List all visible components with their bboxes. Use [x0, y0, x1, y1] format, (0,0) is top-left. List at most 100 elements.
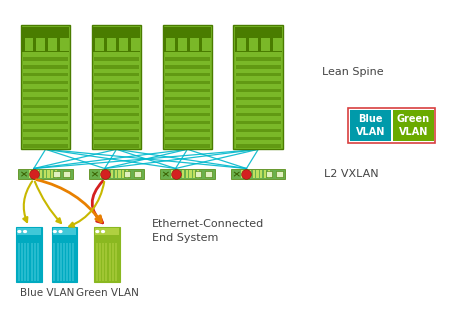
Bar [22, 27, 69, 52]
Bar [24, 243, 26, 281]
Bar [131, 39, 140, 51]
Text: Green
VLAN: Green VLAN [397, 114, 430, 137]
Bar [112, 243, 114, 281]
Circle shape [54, 231, 56, 232]
Bar [348, 108, 436, 143]
Bar [126, 170, 128, 178]
Bar [164, 27, 211, 52]
Bar [109, 243, 110, 281]
Text: Ethernet-Connected
End System: Ethernet-Connected End System [152, 219, 264, 243]
Bar [236, 144, 281, 148]
Bar [31, 243, 33, 281]
Bar [264, 170, 266, 178]
Bar [253, 170, 255, 178]
Bar [119, 39, 128, 51]
Bar [193, 170, 195, 178]
Bar [236, 121, 281, 124]
Bar [195, 171, 201, 177]
Bar [23, 89, 68, 92]
Bar [165, 129, 210, 132]
Bar [165, 121, 210, 124]
Bar [73, 243, 74, 281]
Bar [66, 243, 68, 281]
Bar [27, 243, 29, 281]
Bar [96, 243, 98, 281]
Bar [95, 39, 104, 51]
Text: Blue
VLAN: Blue VLAN [356, 114, 385, 137]
Bar [99, 243, 101, 281]
Bar [205, 171, 212, 177]
Bar [103, 170, 106, 178]
Bar [249, 39, 258, 51]
Bar [94, 144, 139, 148]
Bar [34, 243, 36, 281]
Bar [236, 137, 281, 140]
Bar [94, 137, 139, 140]
Bar [23, 121, 68, 124]
Bar [94, 105, 139, 108]
Bar [160, 169, 215, 179]
Bar [53, 228, 76, 235]
Bar [165, 65, 210, 68]
Bar [171, 170, 173, 178]
Bar [94, 81, 139, 84]
Bar [36, 39, 46, 51]
Bar [60, 243, 62, 281]
Bar [124, 171, 130, 177]
Bar [245, 170, 247, 178]
Bar [47, 170, 50, 178]
Bar [236, 65, 281, 68]
Bar [23, 57, 68, 61]
Bar [107, 170, 109, 178]
Bar [63, 243, 65, 281]
Bar [134, 171, 141, 177]
Bar [165, 57, 210, 61]
Bar [23, 65, 68, 68]
Bar [94, 73, 139, 77]
Bar [18, 243, 20, 281]
Bar [23, 144, 68, 148]
Bar [165, 89, 210, 92]
Bar [234, 26, 283, 149]
Bar [91, 26, 141, 149]
Bar [37, 243, 39, 281]
Bar [16, 227, 42, 282]
Bar [18, 228, 41, 235]
Bar [174, 170, 177, 178]
Bar [163, 26, 212, 149]
Bar [94, 89, 139, 92]
Bar [33, 170, 35, 178]
Bar [51, 170, 54, 178]
Bar [236, 129, 281, 132]
Bar [23, 97, 68, 100]
Bar [165, 81, 210, 84]
Bar [165, 97, 210, 100]
Bar [350, 110, 391, 141]
Bar [93, 27, 140, 52]
Bar [102, 243, 104, 281]
Bar [23, 73, 68, 77]
Text: Green VLAN: Green VLAN [75, 288, 138, 298]
Bar [185, 170, 188, 178]
Bar [182, 170, 184, 178]
Bar [21, 26, 71, 149]
Bar [178, 39, 187, 51]
Bar [189, 170, 191, 178]
Bar [165, 137, 210, 140]
Bar [94, 113, 139, 116]
Bar [166, 39, 175, 51]
Bar [236, 105, 281, 108]
Bar [18, 169, 73, 179]
Bar [236, 113, 281, 116]
Bar [23, 137, 68, 140]
Bar [165, 73, 210, 77]
Bar [111, 170, 113, 178]
Bar [268, 170, 270, 178]
Bar [56, 243, 59, 281]
Bar [236, 97, 281, 100]
Bar [265, 171, 272, 177]
Bar [118, 170, 120, 178]
Bar [190, 39, 199, 51]
Circle shape [59, 231, 62, 232]
Bar [44, 170, 46, 178]
